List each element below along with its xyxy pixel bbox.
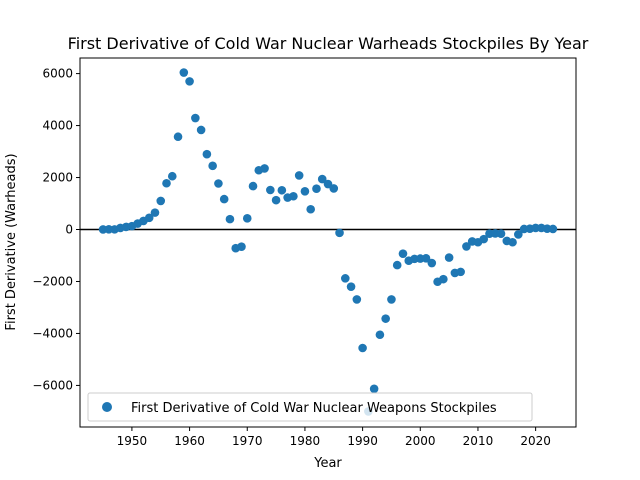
data-point: [294, 171, 304, 180]
data-point: [479, 234, 489, 244]
data-point: [444, 253, 454, 262]
y-axis-label: First Derivative (Warheads): [4, 153, 19, 330]
y-tick-label: 4000: [42, 119, 73, 133]
data-point: [421, 254, 431, 263]
data-point: [369, 384, 379, 394]
data-point: [277, 185, 287, 195]
data-point: [162, 178, 171, 188]
data-point: [341, 274, 350, 283]
data-point: [208, 161, 217, 171]
y-tick-label: 2000: [42, 171, 73, 185]
data-point: [317, 174, 327, 184]
legend-box: [87, 392, 533, 422]
data-point: [381, 314, 390, 323]
data-point: [346, 282, 356, 291]
y-tick-label: 0: [65, 223, 73, 237]
data-point: [173, 132, 183, 142]
data-point: [260, 164, 269, 173]
data-point: [508, 237, 517, 247]
data-point: [225, 214, 235, 224]
x-tick-label: 2020: [520, 434, 551, 448]
data-point: [271, 195, 281, 205]
data-point: [266, 185, 275, 195]
data-point: [248, 181, 258, 191]
data-point: [214, 179, 223, 188]
data-point: [352, 295, 362, 304]
data-point: [398, 249, 408, 258]
data-point: [427, 258, 437, 268]
data-point: [306, 204, 315, 214]
data-point: [289, 191, 298, 201]
data-points-layer: [98, 68, 558, 416]
data-point: [242, 214, 252, 223]
x-tick-label: 2000: [405, 434, 436, 448]
data-point: [375, 330, 385, 340]
data-point: [496, 229, 506, 238]
y-tick-label: −2000: [32, 274, 73, 288]
legend-label: First Derivative of Cold War Nuclear Wea…: [131, 401, 497, 416]
legend-marker: [102, 402, 112, 412]
data-point: [202, 149, 212, 159]
data-point: [514, 230, 523, 239]
data-point: [191, 113, 200, 123]
y-tick-label: 6000: [42, 67, 73, 81]
data-point: [185, 77, 194, 86]
data-point: [387, 295, 396, 304]
x-axis-ticks: 1950 1960 1970 1980 1990 2000 2010 2020: [117, 427, 551, 448]
data-point: [219, 194, 229, 204]
x-tick-label: 1990: [347, 434, 378, 448]
data-point: [167, 171, 177, 181]
data-point: [150, 208, 160, 217]
data-point: [456, 267, 465, 277]
data-point: [179, 68, 189, 77]
x-tick-label: 1970: [232, 434, 263, 448]
data-point: [392, 260, 402, 270]
data-point: [462, 242, 471, 251]
chart-title: First Derivative of Cold War Nuclear War…: [68, 34, 589, 53]
data-point: [144, 213, 154, 223]
data-point: [335, 228, 344, 238]
y-tick-label: −6000: [32, 378, 73, 392]
x-tick-label: 1980: [290, 434, 321, 448]
data-point: [196, 125, 206, 135]
x-tick-label: 2010: [463, 434, 494, 448]
data-point: [156, 196, 166, 206]
data-point: [300, 187, 310, 196]
y-tick-label: −4000: [32, 326, 73, 340]
x-axis-label: Year: [313, 456, 342, 471]
legend: First Derivative of Cold War Nuclear Wea…: [87, 392, 533, 422]
x-tick-label: 1960: [174, 434, 205, 448]
data-point: [439, 274, 448, 284]
y-axis-ticks: −6000 −4000 −2000 0 2000 4000 6000: [32, 67, 80, 392]
x-tick-label: 1950: [117, 434, 148, 448]
data-point: [312, 184, 321, 194]
data-point: [358, 343, 367, 353]
plot-frame: [79, 57, 577, 428]
data-point: [329, 184, 339, 193]
data-point: [548, 224, 558, 234]
data-point: [237, 242, 246, 251]
